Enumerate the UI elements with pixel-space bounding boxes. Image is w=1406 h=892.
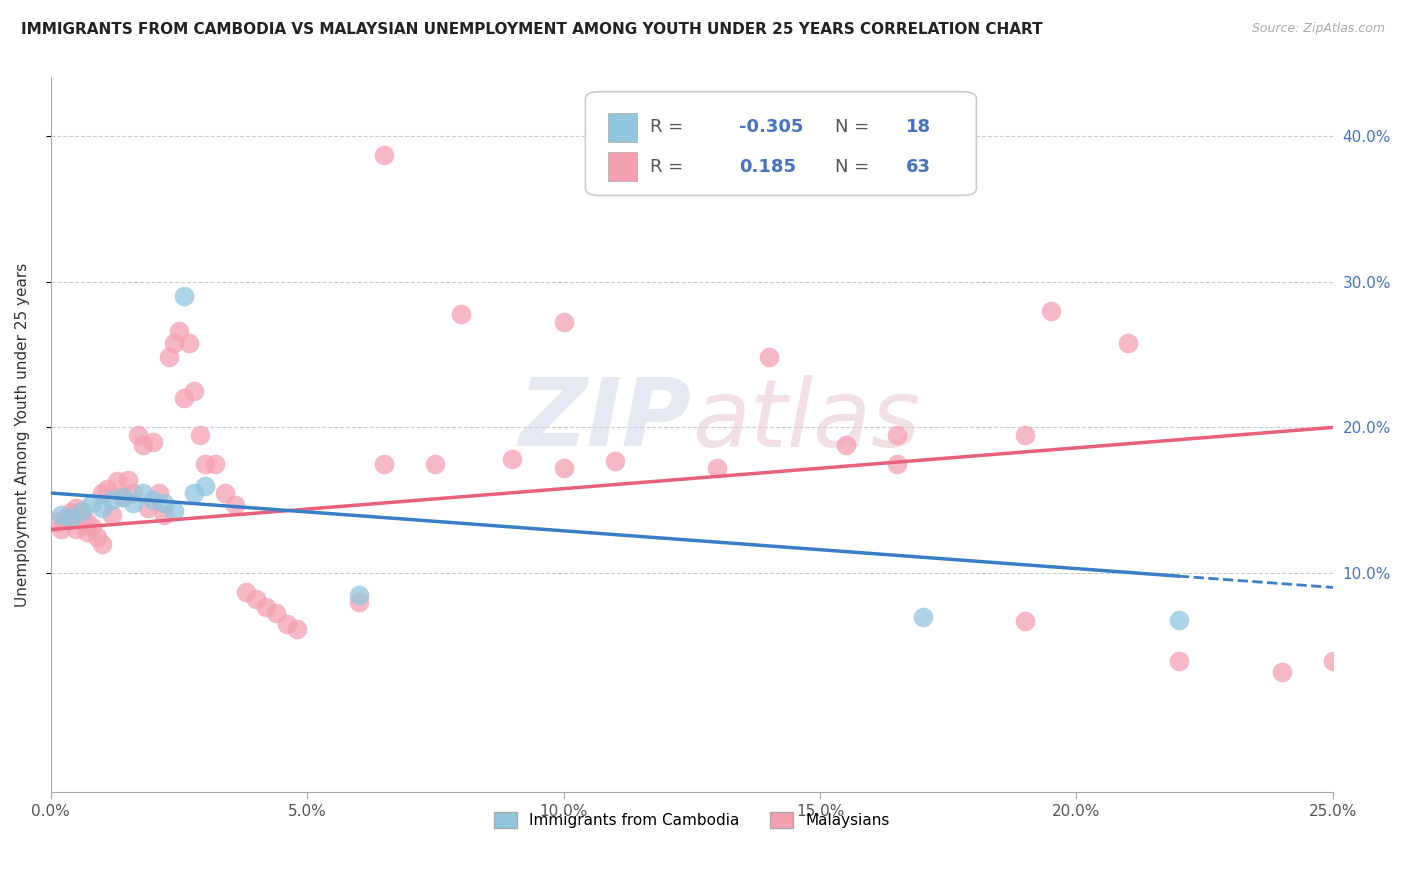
- Point: [111, 491, 134, 505]
- Point: [1168, 654, 1191, 668]
- Text: atlas: atlas: [692, 375, 920, 466]
- Point: [76, 525, 98, 540]
- Point: [101, 508, 124, 522]
- Point: [122, 486, 145, 500]
- Point: [127, 427, 149, 442]
- Point: [347, 588, 370, 602]
- Point: [70, 503, 93, 517]
- Point: [122, 496, 145, 510]
- Point: [45, 515, 67, 529]
- Text: R =: R =: [650, 119, 683, 136]
- Point: [553, 461, 575, 475]
- Bar: [609, 153, 637, 181]
- Point: [76, 515, 98, 529]
- Point: [86, 530, 108, 544]
- Point: [204, 457, 226, 471]
- Point: [758, 351, 780, 365]
- Point: [163, 335, 186, 350]
- Point: [148, 486, 170, 500]
- Point: [276, 617, 298, 632]
- Point: [1014, 615, 1036, 629]
- Point: [1270, 665, 1292, 680]
- Legend: Immigrants from Cambodia, Malaysians: Immigrants from Cambodia, Malaysians: [488, 806, 896, 834]
- Point: [266, 606, 288, 620]
- Point: [152, 496, 174, 510]
- Point: [142, 435, 165, 450]
- FancyBboxPatch shape: [585, 92, 976, 195]
- Text: N =: N =: [835, 119, 870, 136]
- Point: [194, 479, 217, 493]
- Point: [101, 493, 124, 508]
- Point: [136, 500, 159, 515]
- Text: R =: R =: [650, 158, 683, 176]
- Point: [188, 427, 211, 442]
- Point: [60, 505, 83, 519]
- Point: [70, 508, 93, 522]
- Point: [132, 438, 155, 452]
- Point: [553, 315, 575, 329]
- Point: [194, 457, 217, 471]
- Point: [183, 384, 205, 398]
- Point: [706, 461, 728, 475]
- Point: [179, 335, 201, 350]
- Point: [373, 457, 395, 471]
- Point: [96, 482, 118, 496]
- Point: [235, 585, 257, 599]
- Point: [167, 324, 190, 338]
- Point: [163, 503, 186, 517]
- Point: [224, 498, 246, 512]
- Point: [132, 486, 155, 500]
- Point: [91, 486, 114, 500]
- Point: [1039, 303, 1062, 318]
- Point: [1322, 654, 1344, 668]
- Point: [425, 457, 447, 471]
- Point: [49, 508, 72, 522]
- Point: [173, 289, 195, 303]
- Bar: [609, 113, 637, 142]
- Point: [91, 500, 114, 515]
- Point: [1168, 613, 1191, 627]
- Point: [142, 493, 165, 508]
- Point: [347, 595, 370, 609]
- Point: [152, 508, 174, 522]
- Point: [80, 496, 103, 510]
- Point: [91, 537, 114, 551]
- Text: 0.185: 0.185: [740, 158, 796, 176]
- Point: [245, 592, 267, 607]
- Point: [55, 511, 77, 525]
- Point: [111, 491, 134, 505]
- Point: [173, 391, 195, 405]
- Point: [450, 307, 472, 321]
- Point: [501, 452, 523, 467]
- Point: [373, 147, 395, 161]
- Text: Source: ZipAtlas.com: Source: ZipAtlas.com: [1251, 22, 1385, 36]
- Text: 18: 18: [905, 119, 931, 136]
- Point: [834, 438, 856, 452]
- Point: [65, 523, 87, 537]
- Y-axis label: Unemployment Among Youth under 25 years: Unemployment Among Youth under 25 years: [15, 262, 30, 607]
- Point: [603, 454, 626, 468]
- Text: -0.305: -0.305: [740, 119, 804, 136]
- Point: [49, 523, 72, 537]
- Point: [911, 610, 934, 624]
- Point: [886, 427, 908, 442]
- Point: [183, 486, 205, 500]
- Point: [107, 475, 129, 489]
- Text: N =: N =: [835, 158, 870, 176]
- Point: [1116, 335, 1139, 350]
- Point: [60, 511, 83, 525]
- Point: [285, 622, 308, 636]
- Point: [117, 473, 139, 487]
- Text: ZIP: ZIP: [519, 375, 692, 467]
- Point: [254, 599, 277, 614]
- Point: [1014, 427, 1036, 442]
- Text: 63: 63: [905, 158, 931, 176]
- Point: [214, 486, 236, 500]
- Text: IMMIGRANTS FROM CAMBODIA VS MALAYSIAN UNEMPLOYMENT AMONG YOUTH UNDER 25 YEARS CO: IMMIGRANTS FROM CAMBODIA VS MALAYSIAN UN…: [21, 22, 1043, 37]
- Point: [65, 500, 87, 515]
- Point: [80, 519, 103, 533]
- Point: [157, 351, 180, 365]
- Point: [886, 457, 908, 471]
